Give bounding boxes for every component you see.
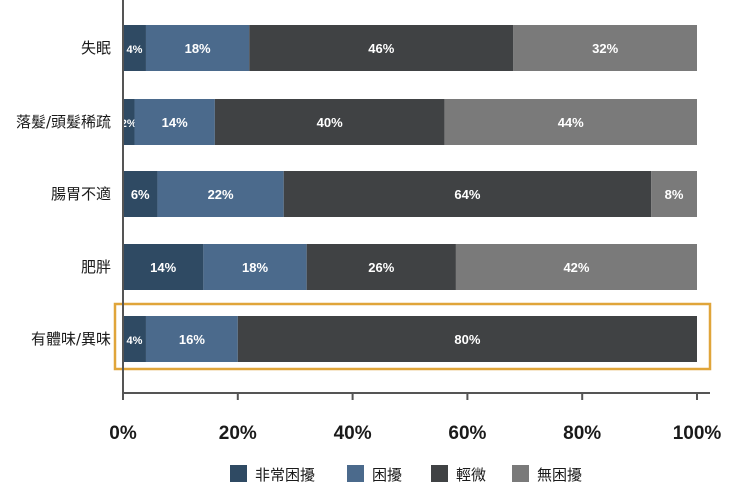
data-label: 64% [454, 187, 480, 202]
bar-segment [157, 171, 284, 217]
bar-segment [513, 25, 697, 71]
bar-segment [444, 99, 697, 145]
bar-segment [145, 316, 238, 362]
legend: 非常困擾 困擾 輕微 無困擾 [230, 465, 582, 484]
data-label: 14% [150, 260, 176, 275]
data-label: 16% [179, 332, 205, 347]
bar-segment [123, 244, 204, 290]
x-tick-label: 0% [109, 423, 137, 444]
legend-swatch [431, 465, 448, 482]
category-label: 失眠 [81, 39, 111, 57]
data-label: 4% [127, 44, 143, 56]
data-label: 8% [665, 187, 684, 202]
bar-segment [237, 316, 698, 362]
data-label: 80% [454, 332, 480, 347]
category-label: 肥胖 [81, 258, 111, 276]
x-tick-label: 80% [563, 423, 601, 444]
bar-segment [123, 99, 135, 145]
data-label: 42% [563, 260, 589, 275]
legend-label: 非常困擾 [255, 466, 315, 484]
data-label: 18% [185, 41, 211, 56]
bar-segment [306, 244, 456, 290]
bar-segment [134, 99, 215, 145]
data-label: 40% [317, 115, 343, 130]
data-label: 18% [242, 260, 268, 275]
legend-label: 輕微 [456, 466, 486, 484]
bar-segment [214, 99, 445, 145]
data-label: 22% [208, 187, 234, 202]
x-tick-label: 100% [673, 423, 722, 444]
bar-segment [455, 244, 697, 290]
bar-segment [651, 171, 697, 217]
data-label: 46% [368, 41, 394, 56]
category-label: 腸胃不適 [51, 185, 111, 203]
bar-segment [283, 171, 652, 217]
data-label: 26% [368, 260, 394, 275]
legend-label: 困擾 [372, 466, 402, 484]
bar-segment [123, 171, 158, 217]
data-label: 6% [131, 187, 150, 202]
legend-swatch [347, 465, 364, 482]
x-tick-label: 20% [219, 423, 257, 444]
category-label: 落髮/頭髮稀疏 [16, 113, 111, 131]
bar-segment [145, 25, 250, 71]
legend-swatch [512, 465, 529, 482]
highlight-box [113, 302, 712, 371]
x-tick-label: 40% [334, 423, 372, 444]
data-label: 4% [127, 335, 143, 347]
bar-segment [123, 25, 146, 71]
bar-segment [123, 316, 146, 362]
data-label: 44% [558, 115, 584, 130]
category-label: 有體味/異味 [31, 330, 111, 348]
plot-area: 4% 18% 46% 32% 失眠 2% 14% 40% 44% 落髮/頭髮稀疏 6% 22% 64% 8… [16, 0, 721, 444]
x-tick-label: 60% [448, 423, 486, 444]
data-label: 2% [121, 118, 137, 130]
bar-segment [203, 244, 307, 290]
legend-label: 無困擾 [537, 466, 582, 484]
data-label: 32% [592, 41, 618, 56]
bar-segment [249, 25, 514, 71]
legend-swatch [230, 465, 247, 482]
data-label: 14% [162, 115, 188, 130]
